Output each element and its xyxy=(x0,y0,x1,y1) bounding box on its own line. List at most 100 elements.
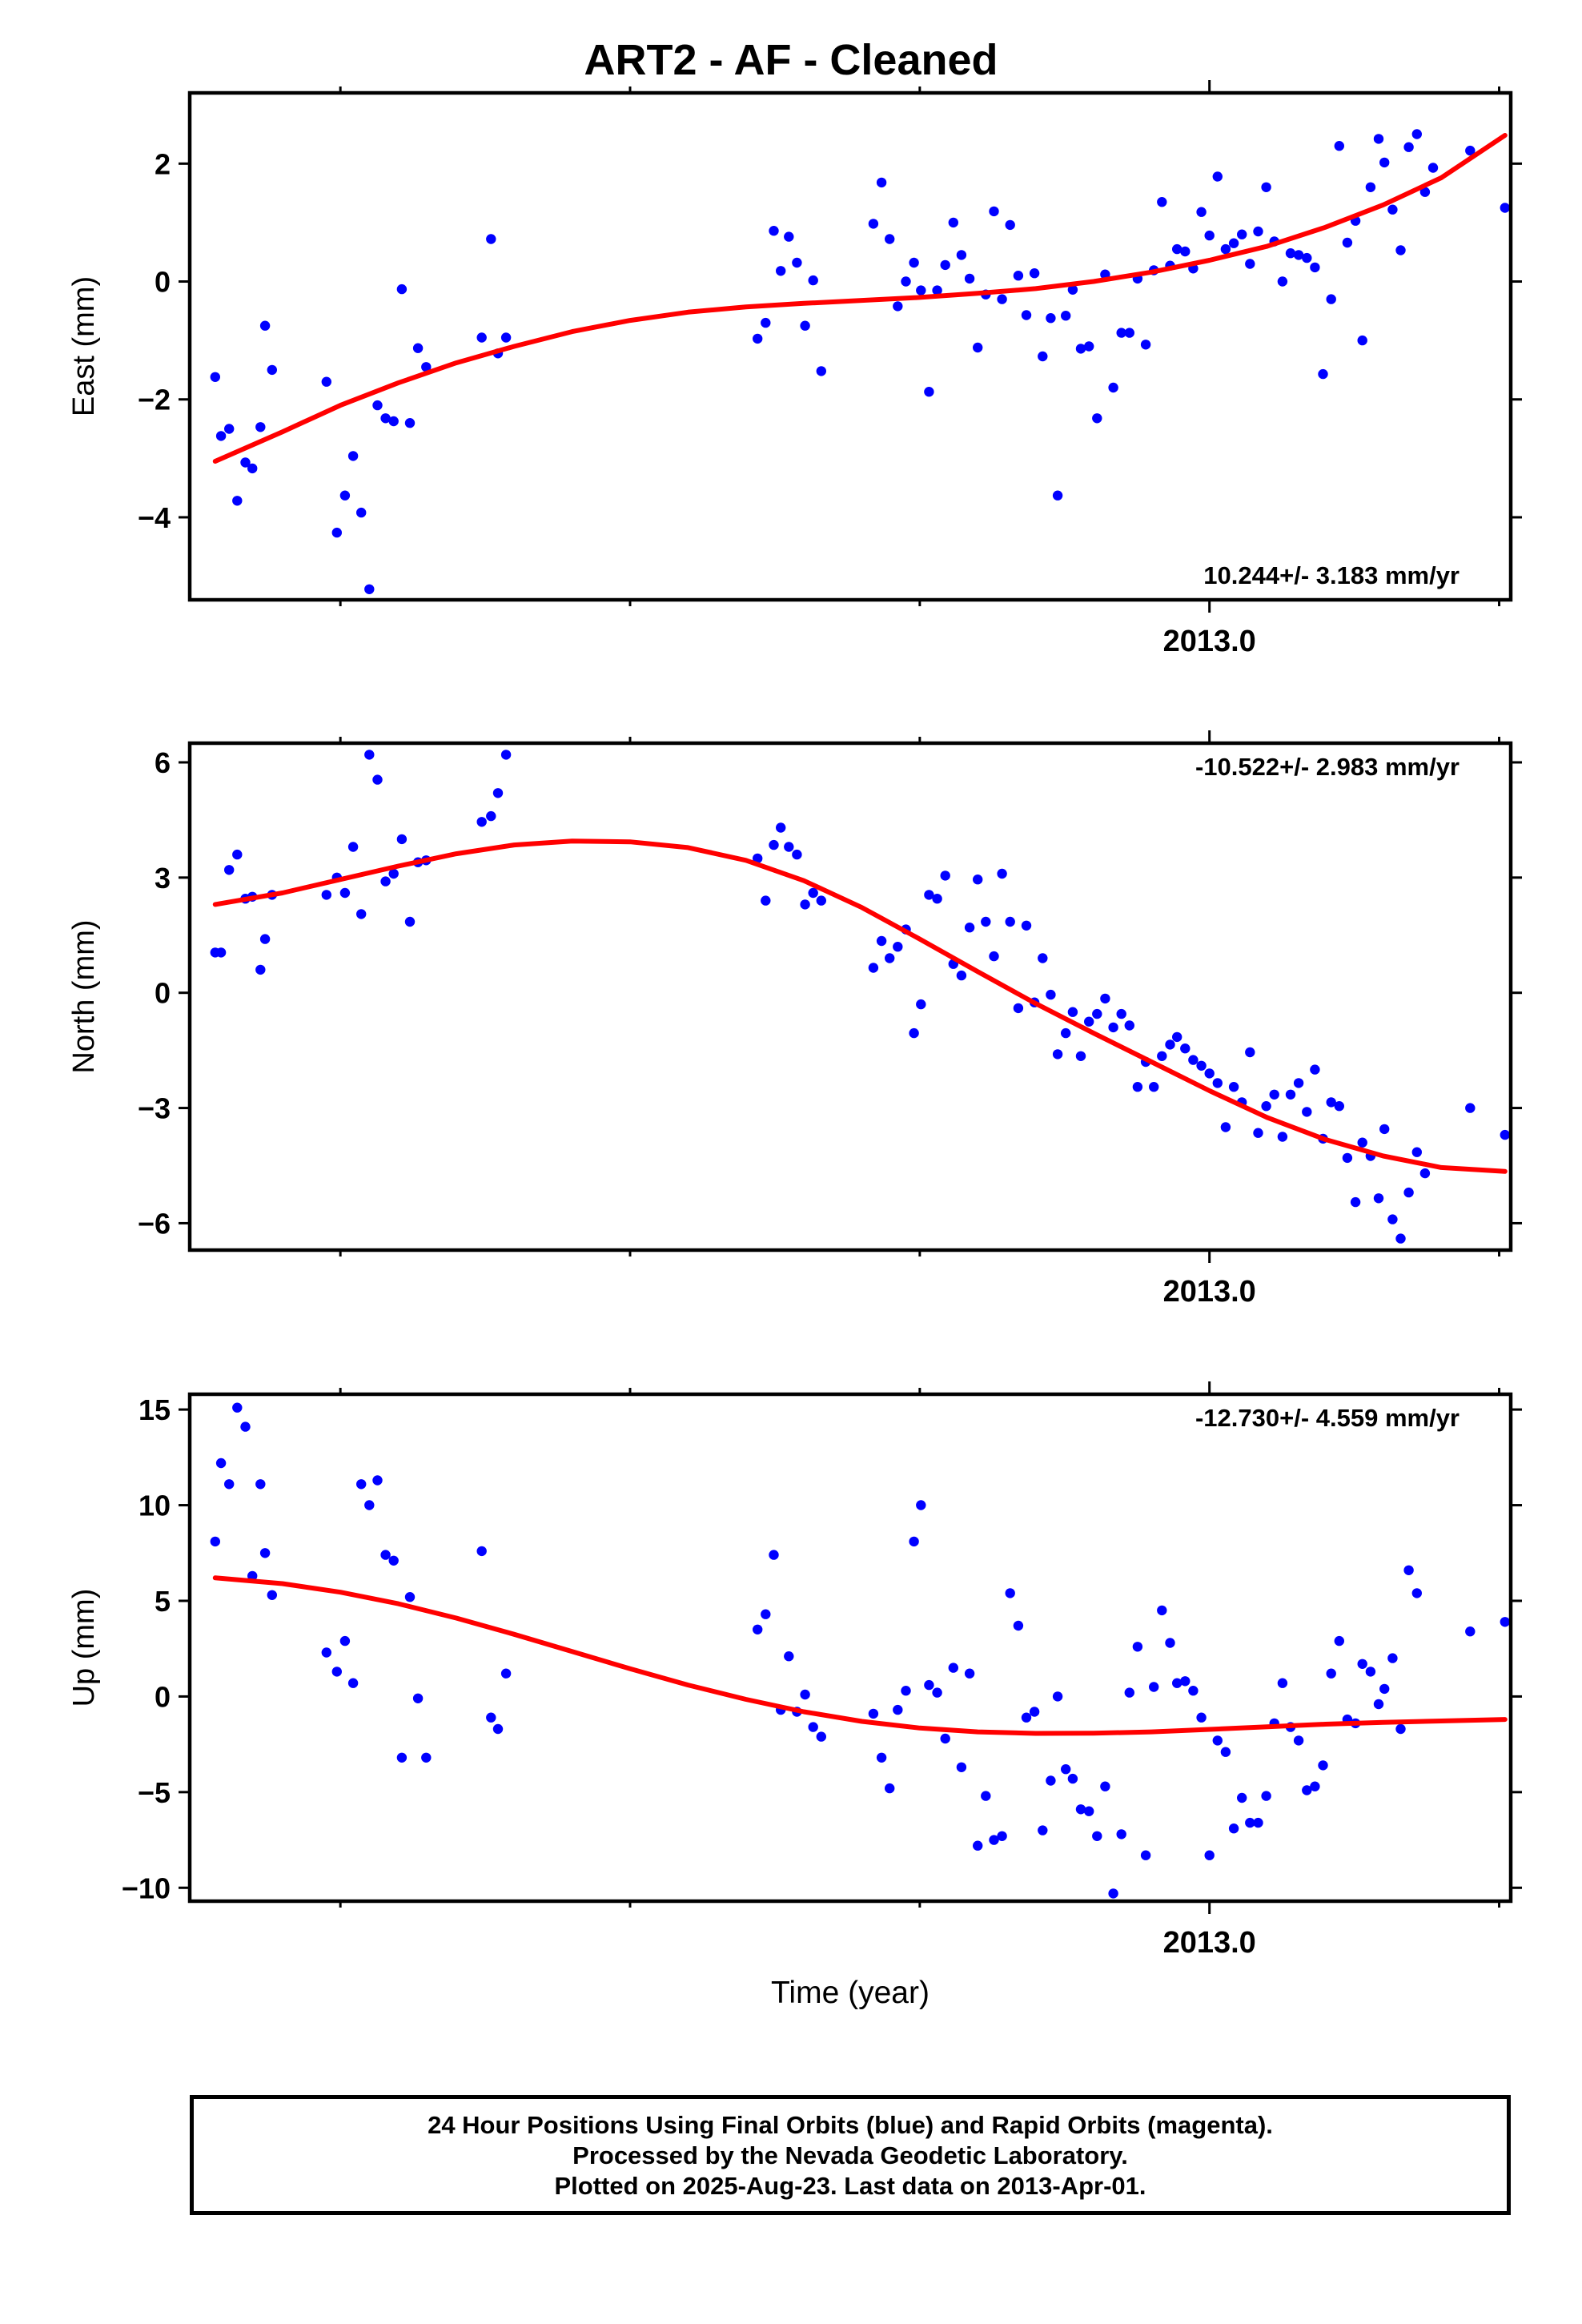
data-point xyxy=(1005,916,1015,927)
data-point xyxy=(347,842,359,852)
data-point xyxy=(1124,1687,1135,1698)
data-point xyxy=(989,1835,999,1845)
data-point xyxy=(1021,920,1032,931)
data-point xyxy=(948,1663,959,1673)
data-point xyxy=(893,301,903,312)
data-point xyxy=(1245,1047,1255,1058)
data-point xyxy=(784,231,794,242)
data-point xyxy=(964,1668,975,1679)
y-tick-label: 10 xyxy=(139,1490,171,1522)
data-point xyxy=(1411,1588,1423,1598)
data-point xyxy=(396,283,408,295)
data-point xyxy=(1092,413,1102,424)
y-tick-label: 0 xyxy=(155,266,171,299)
data-point xyxy=(486,810,496,822)
data-point xyxy=(1293,1735,1304,1746)
data-point xyxy=(1061,1764,1071,1775)
data-point xyxy=(1140,340,1151,350)
data-point xyxy=(1403,1187,1414,1198)
fit-curve-north xyxy=(212,838,1508,1174)
data-point xyxy=(1387,204,1398,215)
data-point xyxy=(784,842,794,852)
points-up xyxy=(210,1402,1511,1899)
data-point xyxy=(321,890,331,900)
data-point xyxy=(1165,1638,1175,1648)
data-point xyxy=(1140,1850,1151,1860)
x-tick-label: 2013.0 xyxy=(1163,1926,1256,1960)
data-point xyxy=(412,1693,424,1703)
data-point xyxy=(1084,341,1094,352)
data-point xyxy=(1387,1653,1398,1663)
data-point xyxy=(1310,1781,1320,1791)
data-point xyxy=(1269,1089,1279,1100)
data-point xyxy=(1061,311,1071,321)
data-point xyxy=(364,750,375,760)
data-point xyxy=(210,372,220,382)
data-point xyxy=(1395,1233,1406,1244)
data-point xyxy=(1228,1823,1239,1834)
x-tick-label: 2013.0 xyxy=(1163,625,1256,658)
data-point xyxy=(868,219,879,229)
data-point xyxy=(1124,328,1135,338)
data-point xyxy=(1326,294,1336,304)
data-point xyxy=(1342,1152,1353,1164)
y-tick-label: 5 xyxy=(155,1585,171,1618)
data-point xyxy=(932,1687,942,1698)
data-point xyxy=(224,1479,235,1490)
data-point xyxy=(339,887,351,899)
data-point xyxy=(989,951,999,962)
data-point xyxy=(1277,1678,1288,1688)
data-point xyxy=(1067,1773,1078,1784)
data-point xyxy=(240,1421,251,1432)
data-point xyxy=(210,1536,220,1547)
data-point xyxy=(1157,1605,1167,1616)
page-title: ART2 - AF - Cleaned xyxy=(584,36,998,84)
data-point xyxy=(808,1722,818,1732)
data-point xyxy=(893,942,903,952)
data-point xyxy=(1013,1003,1024,1014)
data-point xyxy=(924,1679,934,1691)
data-point xyxy=(321,376,331,387)
data-point xyxy=(500,750,512,760)
data-point xyxy=(240,457,251,468)
data-point xyxy=(973,1840,983,1851)
data-point xyxy=(981,916,991,927)
data-point xyxy=(868,963,879,973)
data-point xyxy=(876,177,887,188)
data-point xyxy=(885,234,895,244)
plot-frame-up xyxy=(187,1392,1513,1904)
y-tick-label: −4 xyxy=(138,501,171,534)
data-point xyxy=(486,1712,496,1723)
data-point xyxy=(232,849,243,860)
data-point xyxy=(1465,1626,1476,1637)
data-point xyxy=(1357,335,1367,346)
data-point xyxy=(1253,1128,1263,1138)
data-point xyxy=(1419,187,1431,197)
panel-up: 15 10 5 0 −5 −10 2013.0 Up (mm) -12.730+/- 4.559… xyxy=(67,1381,1522,1960)
data-point xyxy=(331,1667,342,1677)
data-point xyxy=(1318,1760,1328,1771)
data-point xyxy=(1132,1642,1143,1652)
data-point xyxy=(412,343,424,353)
data-point xyxy=(255,422,266,432)
y-tick-label: 15 xyxy=(139,1393,171,1426)
data-point xyxy=(1005,1588,1015,1598)
data-point xyxy=(339,490,351,501)
data-point xyxy=(1465,1103,1476,1113)
data-point xyxy=(1373,1699,1384,1710)
data-point xyxy=(761,317,771,328)
data-point xyxy=(1196,1712,1207,1723)
data-point xyxy=(1342,237,1353,248)
y-tick-label: 0 xyxy=(155,977,171,1010)
data-point xyxy=(1285,248,1296,259)
data-point xyxy=(339,1635,351,1647)
data-point xyxy=(1326,1097,1336,1108)
data-point xyxy=(1021,1712,1032,1723)
plot-frame-east xyxy=(187,90,1513,602)
data-point xyxy=(1196,1060,1207,1072)
data-point xyxy=(761,1609,771,1619)
data-point xyxy=(1180,1043,1191,1054)
data-point xyxy=(1427,163,1439,173)
data-point xyxy=(1075,1804,1086,1815)
data-point xyxy=(1350,1196,1361,1208)
